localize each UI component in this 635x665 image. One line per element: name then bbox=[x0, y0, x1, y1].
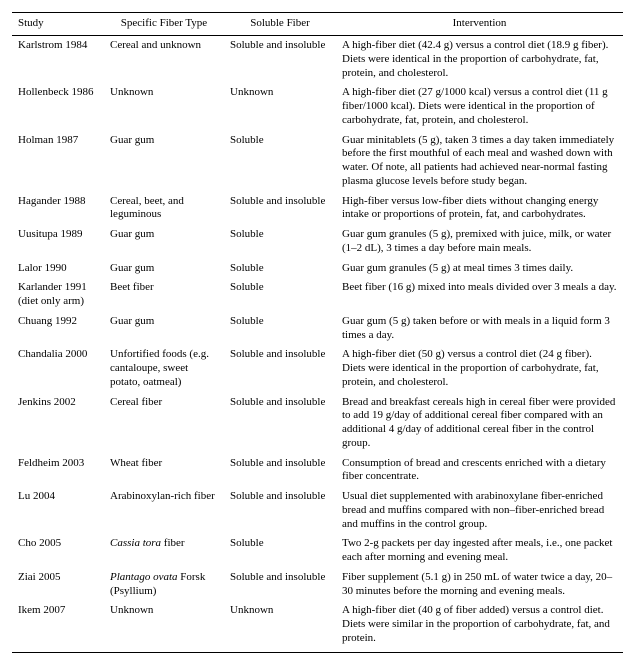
cell-intervention: Guar gum granules (5 g), premixed with j… bbox=[336, 225, 623, 259]
cell-soluble: Soluble and insoluble bbox=[224, 393, 336, 454]
cell-study: Holman 1987 bbox=[12, 131, 104, 192]
cell-fiber-type: Plantago ovata Forsk (Psyllium) bbox=[104, 568, 224, 602]
cell-intervention: Guar gum granules (5 g) at meal times 3 … bbox=[336, 259, 623, 279]
table-row: Ikem 2007UnknownUnknownA high-fiber diet… bbox=[12, 601, 623, 652]
cell-fiber-type: Unknown bbox=[104, 601, 224, 652]
cell-study: Lalor 1990 bbox=[12, 259, 104, 279]
cell-intervention: A high-fiber diet (42.4 g) versus a cont… bbox=[336, 36, 623, 84]
cell-fiber-type: Arabinoxylan-rich fiber bbox=[104, 487, 224, 534]
cell-soluble: Soluble bbox=[224, 259, 336, 279]
cell-intervention: A high-fiber diet (50 g) versus a contro… bbox=[336, 345, 623, 392]
cell-soluble: Soluble bbox=[224, 312, 336, 346]
cell-fiber-type: Guar gum bbox=[104, 259, 224, 279]
cell-intervention: Guar minitablets (5 g), taken 3 times a … bbox=[336, 131, 623, 192]
cell-fiber-type: Cereal and unknown bbox=[104, 36, 224, 84]
cell-study: Chuang 1992 bbox=[12, 312, 104, 346]
cell-soluble: Soluble and insoluble bbox=[224, 568, 336, 602]
cell-soluble: Soluble and insoluble bbox=[224, 345, 336, 392]
cell-intervention: Guar gum (5 g) taken before or with meal… bbox=[336, 312, 623, 346]
cell-soluble: Soluble and insoluble bbox=[224, 454, 336, 488]
cell-study: Feldheim 2003 bbox=[12, 454, 104, 488]
cell-fiber-type: Cereal, beet, and leguminous bbox=[104, 192, 224, 226]
cell-intervention: Beet fiber (16 g) mixed into meals divid… bbox=[336, 278, 623, 312]
cell-soluble: Unknown bbox=[224, 83, 336, 130]
cell-soluble: Unknown bbox=[224, 601, 336, 652]
cell-fiber-type: Wheat fiber bbox=[104, 454, 224, 488]
table-row: Karlander 1991 (diet only arm)Beet fiber… bbox=[12, 278, 623, 312]
cell-study: Lu 2004 bbox=[12, 487, 104, 534]
cell-study: Karlstrom 1984 bbox=[12, 36, 104, 84]
table-row: Uusitupa 1989Guar gumSolubleGuar gum gra… bbox=[12, 225, 623, 259]
cell-intervention: A high-fiber diet (27 g/1000 kcal) versu… bbox=[336, 83, 623, 130]
cell-soluble: Soluble and insoluble bbox=[224, 487, 336, 534]
cell-soluble: Soluble and insoluble bbox=[224, 36, 336, 84]
cell-soluble: Soluble bbox=[224, 278, 336, 312]
col-header-soluble: Soluble Fiber bbox=[224, 13, 336, 36]
cell-soluble: Soluble bbox=[224, 534, 336, 568]
cell-intervention: Bread and breakfast cereals high in cere… bbox=[336, 393, 623, 454]
table-row: Cho 2005Cassia tora fiberSolubleTwo 2-g … bbox=[12, 534, 623, 568]
cell-study: Karlander 1991 (diet only arm) bbox=[12, 278, 104, 312]
table-row: Hagander 1988Cereal, beet, and leguminou… bbox=[12, 192, 623, 226]
fiber-studies-table: Study Specific Fiber Type Soluble Fiber … bbox=[12, 12, 623, 653]
cell-soluble: Soluble bbox=[224, 225, 336, 259]
cell-study: Hollenbeck 1986 bbox=[12, 83, 104, 130]
cell-intervention: Fiber supplement (5.1 g) in 250 mL of wa… bbox=[336, 568, 623, 602]
col-header-intervention: Intervention bbox=[336, 13, 623, 36]
table-row: Chuang 1992Guar gumSolubleGuar gum (5 g)… bbox=[12, 312, 623, 346]
cell-study: Hagander 1988 bbox=[12, 192, 104, 226]
cell-study: Uusitupa 1989 bbox=[12, 225, 104, 259]
cell-intervention: High-fiber versus low-fiber diets withou… bbox=[336, 192, 623, 226]
table-row: Lalor 1990Guar gumSolubleGuar gum granul… bbox=[12, 259, 623, 279]
cell-study: Ikem 2007 bbox=[12, 601, 104, 652]
table-row: Holman 1987Guar gumSolubleGuar minitable… bbox=[12, 131, 623, 192]
table-row: Feldheim 2003Wheat fiberSoluble and inso… bbox=[12, 454, 623, 488]
table-row: Hollenbeck 1986UnknownUnknownA high-fibe… bbox=[12, 83, 623, 130]
cell-intervention: A high-fiber diet (40 g of fiber added) … bbox=[336, 601, 623, 652]
cell-fiber-type: Unknown bbox=[104, 83, 224, 130]
table-row: Lu 2004Arabinoxylan-rich fiberSoluble an… bbox=[12, 487, 623, 534]
cell-fiber-type: Beet fiber bbox=[104, 278, 224, 312]
cell-fiber-type: Unfortified foods (e.g. cantaloupe, swee… bbox=[104, 345, 224, 392]
table-row: Chandalia 2000Unfortified foods (e.g. ca… bbox=[12, 345, 623, 392]
col-header-fiber-type: Specific Fiber Type bbox=[104, 13, 224, 36]
table-header-row: Study Specific Fiber Type Soluble Fiber … bbox=[12, 13, 623, 36]
cell-intervention: Two 2-g packets per day ingested after m… bbox=[336, 534, 623, 568]
table-row: Jenkins 2002Cereal fiberSoluble and inso… bbox=[12, 393, 623, 454]
col-header-study: Study bbox=[12, 13, 104, 36]
table-row: Ziai 2005Plantago ovata Forsk (Psyllium)… bbox=[12, 568, 623, 602]
cell-soluble: Soluble bbox=[224, 131, 336, 192]
cell-study: Ziai 2005 bbox=[12, 568, 104, 602]
table-row: Karlstrom 1984Cereal and unknownSoluble … bbox=[12, 36, 623, 84]
cell-study: Cho 2005 bbox=[12, 534, 104, 568]
cell-intervention: Usual diet supplemented with arabinoxyla… bbox=[336, 487, 623, 534]
cell-study: Chandalia 2000 bbox=[12, 345, 104, 392]
cell-soluble: Soluble and insoluble bbox=[224, 192, 336, 226]
cell-fiber-type: Cassia tora fiber bbox=[104, 534, 224, 568]
cell-study: Jenkins 2002 bbox=[12, 393, 104, 454]
cell-fiber-type: Guar gum bbox=[104, 312, 224, 346]
cell-fiber-type: Cereal fiber bbox=[104, 393, 224, 454]
cell-fiber-type: Guar gum bbox=[104, 225, 224, 259]
cell-intervention: Consumption of bread and crescents enric… bbox=[336, 454, 623, 488]
cell-fiber-type: Guar gum bbox=[104, 131, 224, 192]
